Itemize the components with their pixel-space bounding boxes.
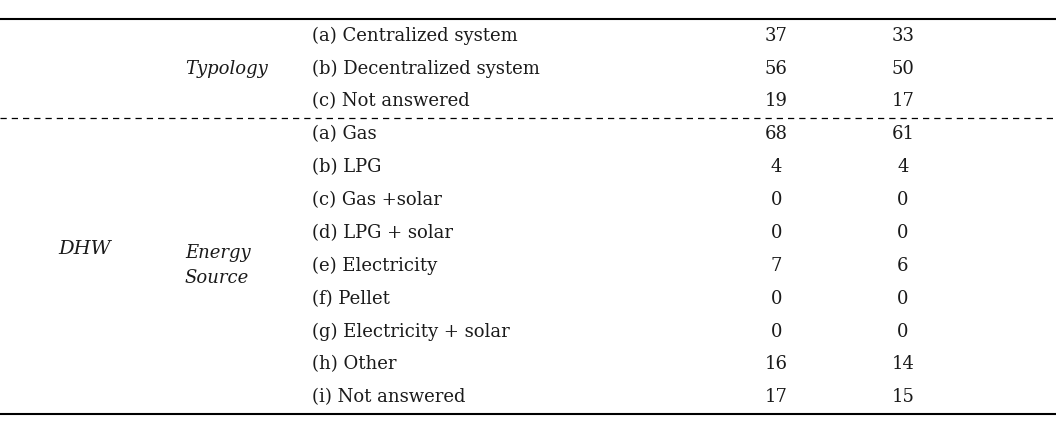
- Text: DHW: DHW: [58, 240, 111, 258]
- Text: (h) Other: (h) Other: [312, 355, 396, 373]
- Text: 14: 14: [891, 355, 914, 373]
- Text: (e) Electricity: (e) Electricity: [312, 257, 437, 275]
- Text: (a) Centralized system: (a) Centralized system: [312, 27, 517, 45]
- Text: 0: 0: [898, 290, 908, 307]
- Text: 17: 17: [765, 388, 788, 406]
- Text: 0: 0: [898, 322, 908, 341]
- Text: (i) Not answered: (i) Not answered: [312, 388, 465, 406]
- Text: Typology: Typology: [185, 60, 267, 78]
- Text: 15: 15: [891, 388, 914, 406]
- Text: 19: 19: [765, 92, 788, 111]
- Text: 33: 33: [891, 27, 914, 45]
- Text: 37: 37: [765, 27, 788, 45]
- Text: 4: 4: [898, 158, 908, 176]
- Text: (g) Electricity + solar: (g) Electricity + solar: [312, 322, 509, 341]
- Text: 16: 16: [765, 355, 788, 373]
- Text: (b) LPG: (b) LPG: [312, 158, 381, 176]
- Text: 0: 0: [771, 224, 781, 242]
- Text: 50: 50: [891, 60, 914, 78]
- Text: 0: 0: [771, 191, 781, 209]
- Text: (b) Decentralized system: (b) Decentralized system: [312, 59, 540, 78]
- Text: 0: 0: [771, 322, 781, 341]
- Text: (f) Pellet: (f) Pellet: [312, 290, 390, 307]
- Text: 68: 68: [765, 126, 788, 143]
- Text: 0: 0: [898, 224, 908, 242]
- Text: (a) Gas: (a) Gas: [312, 126, 376, 143]
- Text: Energy
Source: Energy Source: [185, 244, 250, 287]
- Text: 7: 7: [771, 257, 781, 275]
- Text: (c) Gas +solar: (c) Gas +solar: [312, 191, 441, 209]
- Text: 0: 0: [898, 191, 908, 209]
- Text: 6: 6: [898, 257, 908, 275]
- Text: (d) LPG + solar: (d) LPG + solar: [312, 224, 453, 242]
- Text: 61: 61: [891, 126, 914, 143]
- Text: 0: 0: [771, 290, 781, 307]
- Text: (c) Not answered: (c) Not answered: [312, 92, 469, 111]
- Text: 4: 4: [771, 158, 781, 176]
- Text: 17: 17: [891, 92, 914, 111]
- Text: 56: 56: [765, 60, 788, 78]
